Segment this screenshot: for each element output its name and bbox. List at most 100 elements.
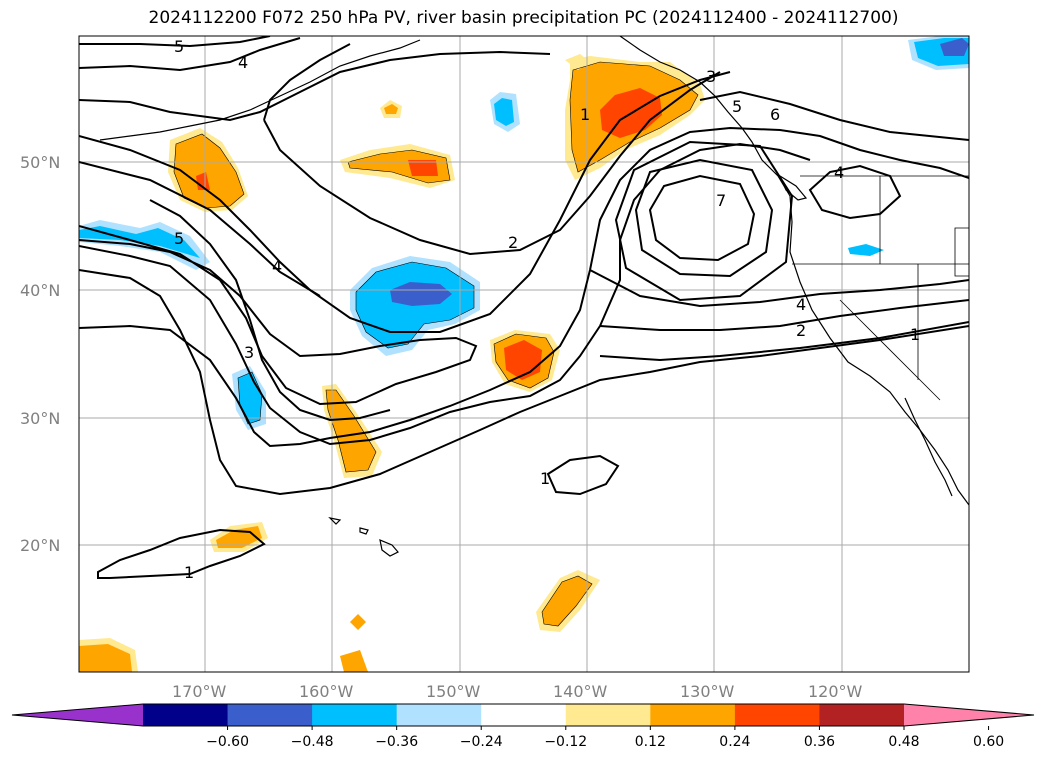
colorbar-tick-label: 0.36 (804, 734, 835, 750)
pv-contour-labels: 5 4 5 4 3 1 2 1 1 3 5 6 7 4 4 2 1 (174, 37, 920, 582)
pv-label: 5 (174, 229, 184, 248)
pv-contour-inner-1 (263, 43, 351, 121)
state-box (954, 227, 969, 277)
aleutian-chain (99, 39, 421, 141)
shade-small-dot-1 (350, 614, 366, 630)
longitude-labels: 170°W 160°W 150°W 140°W 130°W 120°W (172, 682, 863, 701)
colorbar-tick-label: 0.24 (719, 734, 750, 750)
pv-contour-upper-arc (79, 71, 731, 333)
pv-contour-7-loop (648, 174, 756, 262)
shade-small-dot-3 (565, 54, 590, 70)
pv-contour-4-east (589, 269, 969, 308)
pv-contour-4-north (79, 37, 301, 72)
alaska-coast (619, 36, 969, 506)
pv-contour-5-loop (149, 199, 391, 422)
shade-north-small-mid (494, 98, 514, 126)
pv-contour-inner-2 (263, 71, 721, 256)
lat-label: 50°N (20, 153, 60, 172)
state-line-3 (839, 299, 941, 401)
colorbar-outline (11, 703, 1035, 727)
pv-contour-6-loop (634, 158, 774, 278)
colorbar-segment (565, 704, 651, 726)
map-frame (78, 35, 970, 673)
shade-midpac-band-strong (408, 160, 438, 176)
vancouver-island (778, 174, 808, 201)
colorbar-tick-label: 0.60 (973, 734, 1004, 750)
pv-label: 3 (706, 67, 716, 86)
shade-sw-corner-mid (79, 644, 132, 672)
pv-label: 4 (272, 257, 282, 276)
pv-label: 3 (244, 343, 254, 362)
pv-label: 5 (174, 37, 184, 56)
pv-contour-2 (79, 161, 321, 297)
shade-south-streak-mid (542, 576, 592, 626)
colorbar-tick-label: −0.48 (291, 734, 334, 750)
precip-positive-anomalies (79, 54, 705, 672)
pv-label: 4 (238, 53, 248, 72)
pv-label: 1 (910, 325, 920, 344)
pv-contour-3-loop (79, 245, 601, 446)
pv-contour-4-loop (79, 225, 478, 406)
colorbar-segment (396, 704, 482, 726)
pv-contour-1-west (79, 269, 591, 448)
pv-contour-1-south (97, 528, 266, 579)
shade-trough-streak-mid (326, 390, 376, 472)
colorbar-segment (819, 704, 905, 726)
map-panel: 5 4 5 4 3 1 2 1 1 3 5 6 7 4 4 2 1 (79, 36, 969, 672)
pv-contour-1-east (599, 321, 969, 362)
lat-label: 20°N (20, 536, 60, 555)
colorbar-segment (650, 704, 736, 726)
shade-aleutian-mid (174, 134, 244, 208)
shade-ne-corner-strong (940, 38, 969, 56)
baja (904, 397, 953, 497)
pv-contour-1-loop (79, 269, 969, 496)
colorbar-tick-label: −0.24 (460, 734, 503, 750)
pv-label: 4 (796, 295, 806, 314)
lat-label: 40°N (20, 281, 60, 300)
pv-contour-3-west (79, 50, 551, 122)
colorbar-segment (143, 704, 229, 726)
colorbar-tick-label: 0.48 (888, 734, 919, 750)
pv-contour-3-ne (699, 90, 969, 141)
colorbar-extend-high (904, 704, 1034, 726)
shade-central-low-strong (390, 282, 452, 306)
colorbar-tick-label: −0.12 (544, 734, 587, 750)
lon-label: 140°W (553, 682, 608, 701)
coastlines (99, 36, 969, 557)
colorbar-segment (481, 704, 567, 726)
lon-label: 130°W (680, 682, 735, 701)
colorbar-segment (312, 704, 398, 726)
colorbar-tick-label: −0.36 (375, 734, 418, 750)
latitude-labels: 50°N 40°N 30°N 20°N (20, 153, 60, 555)
pv-label: 7 (716, 191, 726, 210)
colorbar-segment (734, 704, 820, 726)
lon-label: 170°W (172, 682, 227, 701)
lon-label: 120°W (808, 682, 863, 701)
colorbar-tick-label: 0.12 (635, 734, 666, 750)
hawaii (328, 517, 399, 557)
pv-label: 1 (580, 105, 590, 124)
pv-contour-5-north (79, 36, 271, 48)
pv-label: 2 (796, 321, 806, 340)
pv-label: 2 (508, 233, 518, 252)
pv-contour-4-loop-east (808, 164, 902, 220)
gridlines (79, 36, 969, 672)
pv-contour-5-loop-east (614, 140, 794, 302)
political-boundaries (792, 175, 969, 401)
colorbar-segment (227, 704, 313, 726)
shade-small-north-mid (384, 104, 398, 114)
colorbar-extend-low (12, 704, 143, 726)
pv-label: 4 (834, 163, 844, 182)
lat-label: 30°N (20, 409, 60, 428)
pv-label: 6 (770, 105, 780, 124)
colorbar: −0.60 −0.48 −0.36 −0.24 −0.12 0.12 0.24 0.36 0.4… (11, 703, 1035, 750)
shade-small-dot-2 (340, 650, 368, 672)
shade-interior-west (848, 244, 884, 256)
pv-label: 5 (732, 97, 742, 116)
colorbar-tick-label: −0.60 (206, 734, 249, 750)
lon-label: 150°W (426, 682, 481, 701)
pv-contour-east-1 (589, 126, 969, 271)
figure-title: 2024112200 F072 250 hPa PV, river basin … (148, 8, 899, 28)
pv-contours (79, 36, 969, 579)
